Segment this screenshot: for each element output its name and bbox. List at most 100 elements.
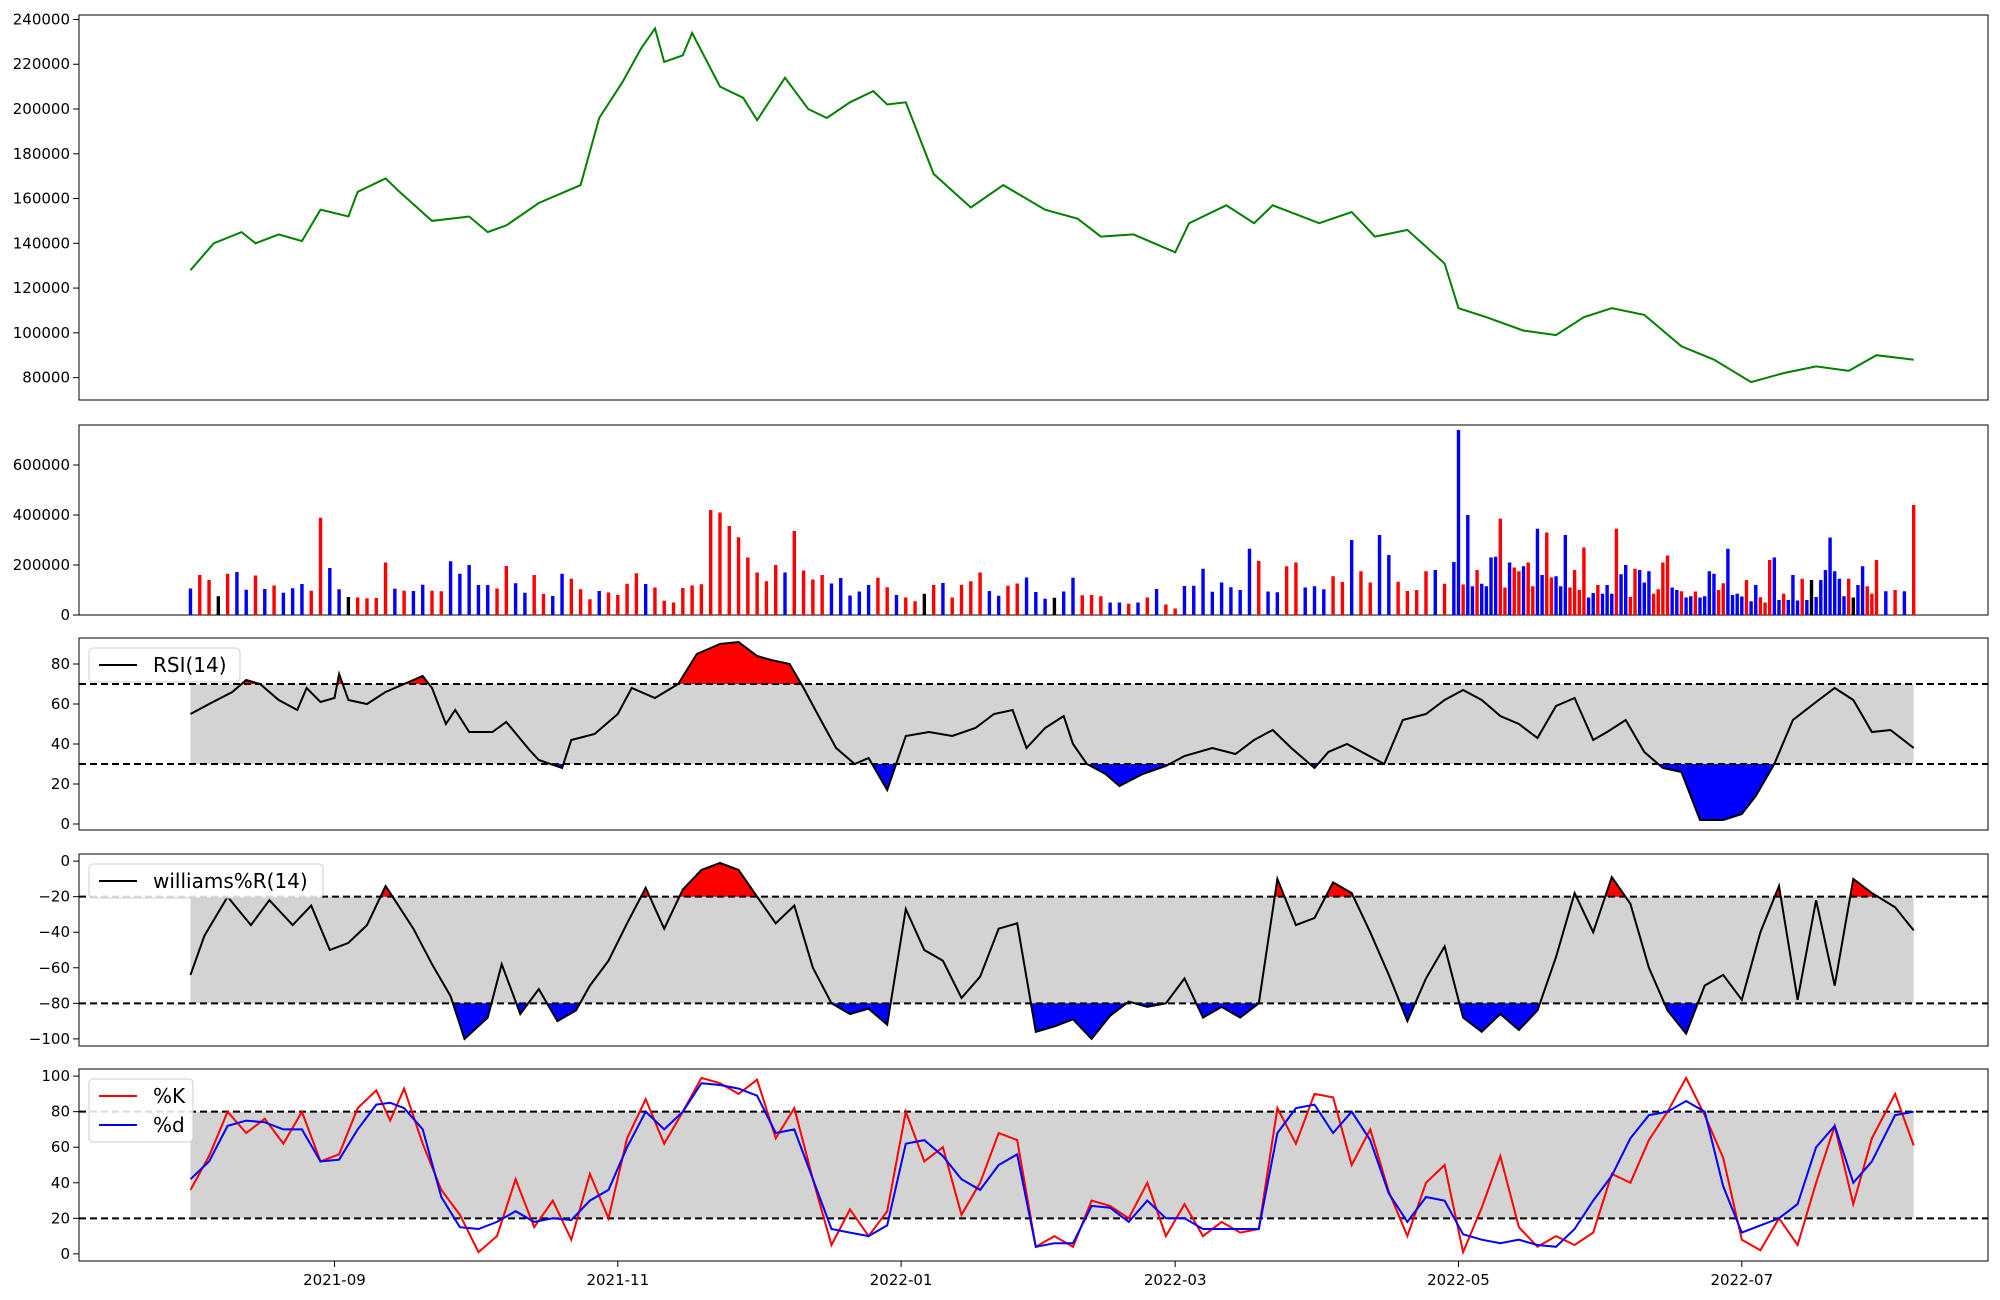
volume-bar xyxy=(1475,570,1479,615)
volume-bar xyxy=(1628,597,1633,615)
volume-bar xyxy=(281,592,286,615)
volume-bar xyxy=(1484,586,1489,615)
price-panel-ytick-label: 160000 xyxy=(13,190,70,208)
price-panel-ytick-label: 220000 xyxy=(13,55,70,73)
williams-panel-oversold-fill xyxy=(831,1003,891,1025)
volume-bar xyxy=(1493,556,1498,615)
williams-panel-oversold-fill xyxy=(1030,1003,1127,1039)
volume-bar xyxy=(1043,598,1047,615)
volume-bar xyxy=(244,589,248,615)
volume-bar xyxy=(848,595,852,615)
volume-bar xyxy=(318,517,323,615)
volume-bar xyxy=(1702,596,1707,615)
volume-bar xyxy=(736,537,741,615)
volume-bar xyxy=(1229,587,1233,615)
volume-bar xyxy=(1498,518,1502,615)
volume-bar xyxy=(290,588,295,615)
volume-bar xyxy=(885,587,889,615)
volume-bar xyxy=(328,568,332,615)
volume-bar xyxy=(727,526,731,615)
volume-bar xyxy=(820,575,824,615)
volume-bar xyxy=(1368,582,1372,615)
volume-bar xyxy=(1340,582,1345,615)
volume-bar xyxy=(941,583,945,615)
xtick-label: 2021-11 xyxy=(586,1271,649,1289)
volume-bar xyxy=(1015,583,1019,615)
volume-bar xyxy=(969,581,973,615)
volume-bar xyxy=(1577,590,1581,615)
stochastic-panel-neutral-band xyxy=(190,1111,1914,1219)
volume-bar xyxy=(746,557,750,615)
volume-bar xyxy=(616,595,620,615)
volume-bar xyxy=(1874,560,1879,615)
williams-panel-overbought-fill xyxy=(679,862,758,897)
rsi-panel-ytick-label: 40 xyxy=(51,735,70,753)
volume-bar xyxy=(996,595,1001,615)
volume-bar xyxy=(1377,535,1382,615)
volume-bar xyxy=(1526,562,1530,615)
volume-bar xyxy=(1772,557,1777,615)
volume-bar xyxy=(1698,597,1702,615)
volume-bar xyxy=(1512,567,1516,615)
williams-panel-ytick-label: 0 xyxy=(60,852,70,870)
volume-bar xyxy=(1791,575,1795,615)
volume-bar xyxy=(523,592,527,615)
williams-panel-ytick-label: −60 xyxy=(38,959,70,977)
volume-bar xyxy=(1610,593,1614,615)
williams-panel-ytick-label: −100 xyxy=(29,1030,70,1048)
price-panel-ytick-label: 200000 xyxy=(13,100,70,118)
volume-bar xyxy=(1707,571,1712,615)
volume-bar xyxy=(1405,591,1410,615)
williams-panel-overbought-fill xyxy=(1325,882,1354,897)
volume-bar xyxy=(309,590,313,615)
volume-bar xyxy=(718,512,722,615)
volume-bar xyxy=(541,594,546,615)
volume-bar xyxy=(1192,585,1196,615)
volume-bar xyxy=(1846,578,1851,615)
volume-bar xyxy=(1466,515,1470,615)
volume-bar xyxy=(1173,608,1177,615)
volume-bar xyxy=(1730,595,1735,615)
volume-bar xyxy=(1521,566,1526,615)
volume-bar xyxy=(458,573,462,615)
volume-bar xyxy=(1061,591,1066,615)
williams-panel-oversold-fill xyxy=(1459,1003,1540,1032)
rsi-panel-oversold-fill xyxy=(1658,764,1775,820)
volume-bar xyxy=(1312,586,1317,615)
volume-bar xyxy=(1331,576,1335,615)
rsi-panel-oversold-fill xyxy=(872,764,897,790)
volume-bar xyxy=(383,562,388,615)
volume-bar xyxy=(643,584,648,615)
volume-bar xyxy=(1893,590,1897,615)
volume-bar xyxy=(1809,580,1814,615)
xtick-label: 2022-07 xyxy=(1710,1271,1773,1289)
volume-bar xyxy=(1507,562,1512,615)
price-panel-frame xyxy=(78,14,1989,401)
volume-bar xyxy=(1744,580,1749,615)
volume-bar xyxy=(792,531,796,615)
volume-bar xyxy=(904,597,908,615)
williams-panel-ytick-label: −40 xyxy=(38,923,70,941)
williams-panel-oversold-fill xyxy=(1664,1003,1698,1034)
volume-bar xyxy=(1145,597,1149,615)
volume-panel-ytick-label: 600000 xyxy=(13,456,70,474)
volume-bar xyxy=(560,573,564,615)
stochastic-legend-label-d: %d xyxy=(153,1113,185,1137)
volume-bar xyxy=(1024,577,1029,615)
price-panel-ytick-label: 240000 xyxy=(13,10,70,28)
volume-bar xyxy=(1614,528,1619,615)
volume-bar xyxy=(1777,600,1781,615)
volume-bar xyxy=(1586,597,1591,615)
volume-bar xyxy=(1619,574,1623,615)
volume-bar xyxy=(1387,555,1391,615)
volume-bar xyxy=(1754,585,1758,615)
volume-bar xyxy=(681,588,685,615)
volume-bar xyxy=(272,585,276,615)
volume-bar xyxy=(1661,562,1665,615)
volume-bar xyxy=(1716,590,1721,615)
volume-bar xyxy=(801,570,806,615)
volume-bar xyxy=(1322,589,1326,615)
volume-bar xyxy=(300,584,304,615)
volume-bar xyxy=(1600,593,1605,615)
rsi-legend-box xyxy=(88,647,241,683)
